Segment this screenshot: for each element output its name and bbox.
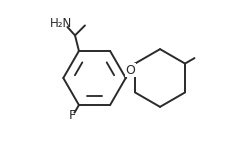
Text: H₂N: H₂N [50,17,72,30]
Text: F: F [68,109,75,122]
Text: O: O [125,63,135,76]
